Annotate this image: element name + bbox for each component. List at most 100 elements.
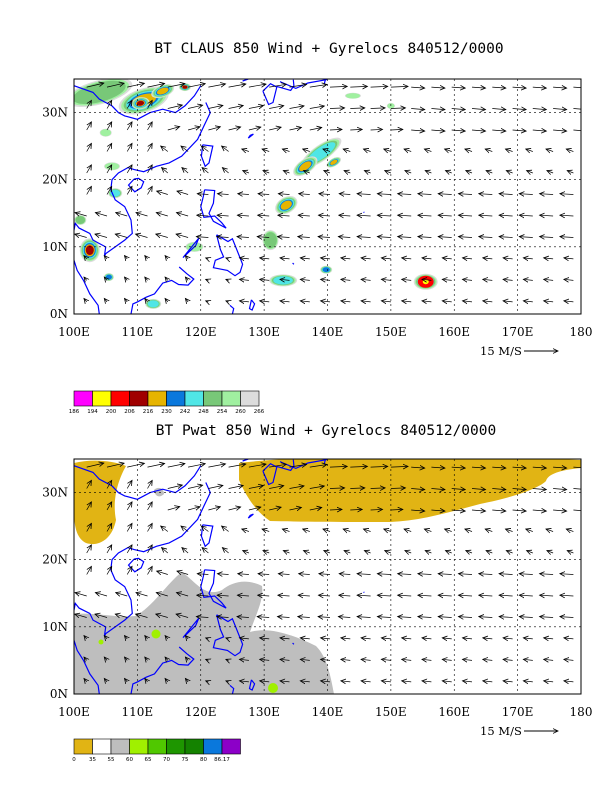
wind-vector (553, 109, 567, 110)
wind-vector (350, 129, 362, 130)
coastline-segment (363, 591, 365, 594)
cloud-contour (322, 267, 330, 273)
colorbar-label: 254 (217, 409, 228, 415)
wind-vector (404, 149, 412, 151)
wind-vector (519, 237, 533, 238)
wind-vector (343, 529, 351, 531)
wind-vector (319, 595, 331, 596)
wind-vector (240, 659, 249, 660)
wind-vector (431, 510, 445, 511)
wind-vectors-2 (75, 463, 581, 682)
colorbar-label: 206 (124, 409, 135, 415)
pwat-gray-55 (74, 572, 334, 694)
wind-vector (86, 143, 92, 152)
wind-vector (248, 127, 261, 130)
y-tick-label: 0N (50, 687, 68, 701)
wind-vector (127, 463, 144, 468)
wind-vector (341, 638, 351, 639)
wind-vector (165, 277, 168, 280)
wind-vector (370, 509, 383, 510)
wind-vector (411, 489, 425, 490)
wind-vector (126, 186, 132, 195)
wind-vector (167, 507, 180, 510)
wind-vector (125, 657, 128, 660)
wind-vector (445, 149, 452, 151)
wind-vector (206, 279, 209, 280)
coastline-segment (279, 459, 328, 470)
wind-vector (564, 301, 574, 302)
wind-vector (370, 466, 388, 467)
wind-vector (75, 614, 87, 617)
coastline-segment (200, 524, 214, 548)
wind-vector (479, 574, 493, 575)
wind-vector (573, 129, 581, 131)
wind-vector (479, 215, 493, 216)
wind-vector (503, 258, 513, 259)
wind-vector (298, 237, 310, 238)
wind-vector (479, 194, 493, 195)
wind-vector (431, 130, 445, 131)
wind-vector (104, 256, 107, 259)
wind-vector (492, 109, 506, 110)
wind-vector (156, 614, 168, 617)
wind-vector (106, 83, 124, 88)
wind-vector (532, 467, 547, 468)
wind-vector (242, 529, 250, 531)
wind-vector (350, 466, 367, 467)
colorbar-label: 200 (106, 409, 117, 415)
wind-vector (145, 277, 148, 280)
wind-vector (384, 529, 392, 531)
wind-vector (299, 574, 310, 575)
wind-vector (106, 480, 112, 489)
wind-vector (357, 617, 371, 618)
wind-vector (523, 258, 533, 259)
wind-vector (499, 237, 513, 238)
wind-vector (181, 526, 189, 532)
wind-vector (125, 299, 128, 302)
wind-vector (506, 149, 513, 151)
wind-vector (145, 636, 148, 639)
plot-frame-1 (73, 78, 582, 315)
colorbar-label: 70 (163, 757, 170, 763)
wind-vector (115, 614, 128, 617)
wind-vector (136, 614, 148, 617)
wind-vector (260, 301, 270, 302)
wind-vector (438, 237, 452, 238)
wind-vector (278, 237, 290, 238)
wind-vector (208, 464, 225, 467)
wind-vector (280, 258, 290, 259)
wind-vector (86, 463, 104, 468)
wind-vector (553, 87, 567, 88)
wind-vector (499, 194, 513, 195)
wind-vector (463, 301, 473, 302)
wind-vector (492, 510, 506, 511)
colorbar-label: 35 (89, 757, 96, 763)
coastline-segment (248, 679, 256, 691)
wind-vector (162, 548, 169, 554)
colorbar-label: 55 (108, 757, 115, 763)
wind-vector (298, 595, 310, 596)
x-tick-label: 120E (185, 705, 217, 719)
wind-vector (237, 215, 249, 216)
wind-vector (228, 486, 244, 489)
wind-vector (127, 83, 144, 88)
wind-vector (321, 279, 331, 280)
wind-vector (512, 510, 527, 511)
wind-vector (95, 234, 108, 237)
wind-vector (553, 510, 567, 511)
y-tick-label: 20N (42, 173, 68, 187)
wind-vector (86, 545, 92, 554)
colorbar-swatch (166, 390, 186, 407)
wind-vector (442, 681, 452, 682)
wind-vectors-1 (75, 83, 581, 302)
wind-vector (357, 215, 371, 216)
wind-vector (512, 489, 527, 490)
wind-vector (228, 507, 241, 510)
wind-vector (240, 638, 249, 639)
wind-vector (532, 130, 547, 131)
cloud-contour (75, 216, 86, 224)
wind-vector (280, 301, 290, 302)
wind-vector (298, 617, 310, 618)
wind-vector (278, 215, 290, 216)
wind-vector (201, 146, 209, 152)
